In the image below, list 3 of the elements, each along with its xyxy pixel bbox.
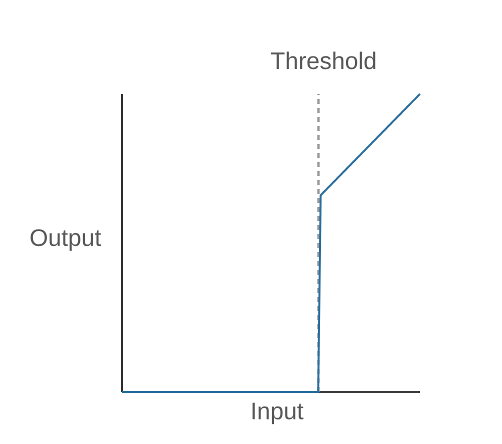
- text: Threshold: [271, 52, 376, 70]
- x-axis-title: Input: [252, 402, 304, 424]
- y-axis-title: Output: [30, 229, 102, 251]
